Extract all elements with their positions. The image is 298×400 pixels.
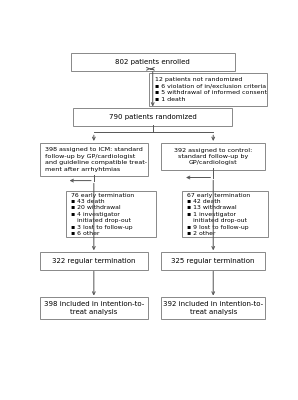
Text: 790 patients randomized: 790 patients randomized — [109, 114, 197, 120]
FancyBboxPatch shape — [71, 53, 235, 71]
FancyBboxPatch shape — [66, 191, 156, 238]
Text: 802 patients enrolled: 802 patients enrolled — [115, 59, 190, 65]
Text: 67 early termination
▪ 42 death
▪ 13 withdrawal
▪ 1 investigator
   initiated dr: 67 early termination ▪ 42 death ▪ 13 wit… — [187, 193, 251, 236]
Text: 322 regular termination: 322 regular termination — [52, 258, 136, 264]
FancyBboxPatch shape — [73, 108, 232, 126]
FancyBboxPatch shape — [149, 73, 267, 106]
Text: 325 regular termination: 325 regular termination — [171, 258, 255, 264]
FancyBboxPatch shape — [161, 143, 265, 170]
FancyBboxPatch shape — [161, 252, 265, 270]
FancyBboxPatch shape — [40, 252, 148, 270]
Text: 398 assigned to ICM: standard
follow-up by GP/cardiologist
and guideline compati: 398 assigned to ICM: standard follow-up … — [45, 147, 147, 172]
Text: 398 included in intention-to-
treat analysis: 398 included in intention-to- treat anal… — [44, 301, 144, 315]
Text: 76 early termination
▪ 43 death
▪ 20 withdrawal
▪ 4 investigator
   initiated dr: 76 early termination ▪ 43 death ▪ 20 wit… — [71, 193, 134, 236]
FancyBboxPatch shape — [182, 191, 268, 238]
FancyBboxPatch shape — [161, 298, 265, 319]
FancyBboxPatch shape — [40, 298, 148, 319]
FancyBboxPatch shape — [40, 143, 148, 176]
Text: 392 included in intention-to-
treat analysis: 392 included in intention-to- treat anal… — [163, 301, 263, 315]
Text: 392 assigned to control:
standard follow-up by
GP/cardiologist: 392 assigned to control: standard follow… — [174, 148, 252, 165]
Text: 12 patients not randomized
▪ 6 violation of in/exclusion criteria
▪ 5 withdrawal: 12 patients not randomized ▪ 6 violation… — [155, 78, 267, 102]
